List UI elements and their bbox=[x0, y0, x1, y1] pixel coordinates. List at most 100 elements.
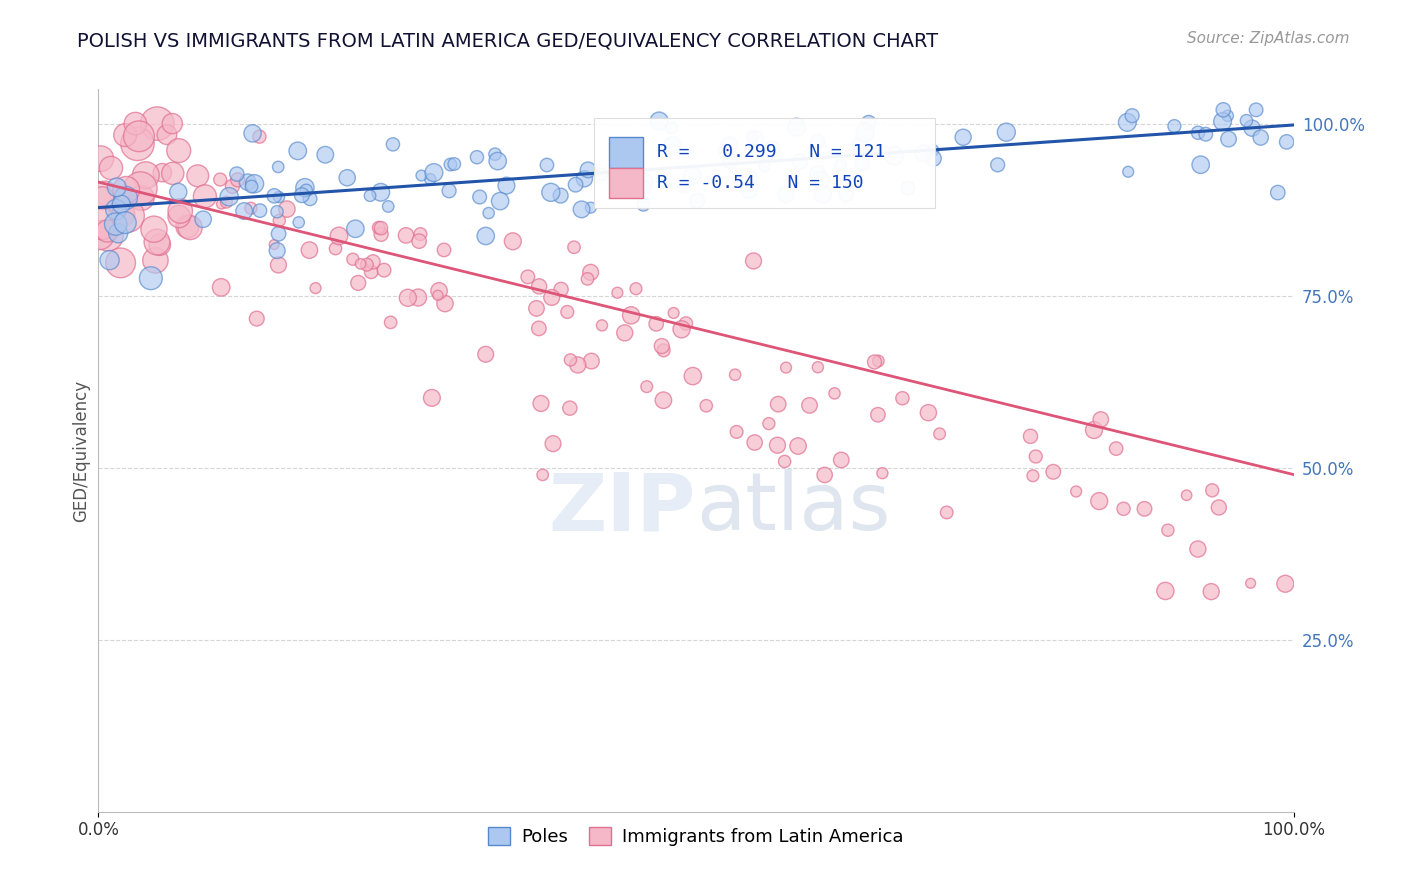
Point bbox=[437, 184, 460, 198]
Point bbox=[266, 204, 288, 219]
Point bbox=[361, 255, 384, 269]
Point bbox=[240, 179, 263, 194]
Point bbox=[90, 152, 112, 166]
Point bbox=[191, 212, 214, 227]
Point bbox=[527, 321, 550, 335]
Point bbox=[267, 258, 290, 272]
Point bbox=[613, 326, 636, 340]
Point bbox=[651, 339, 673, 353]
Point bbox=[367, 220, 389, 235]
Point bbox=[766, 438, 789, 452]
Point bbox=[474, 347, 496, 361]
Point bbox=[849, 145, 872, 160]
Point bbox=[194, 189, 217, 203]
Point bbox=[246, 311, 269, 326]
Point bbox=[1112, 501, 1135, 516]
Point bbox=[167, 144, 190, 158]
Point bbox=[349, 257, 371, 271]
Point bbox=[912, 146, 935, 161]
Point bbox=[1199, 584, 1222, 599]
Point bbox=[298, 243, 321, 257]
Point bbox=[1187, 126, 1209, 140]
Point bbox=[1187, 542, 1209, 557]
Point bbox=[922, 143, 945, 157]
Point bbox=[233, 204, 256, 219]
Point bbox=[661, 120, 683, 135]
Point bbox=[142, 222, 165, 236]
Point bbox=[211, 197, 233, 211]
Point bbox=[115, 183, 138, 197]
Point bbox=[267, 190, 290, 204]
Point bbox=[579, 265, 602, 279]
Point bbox=[681, 169, 703, 183]
Point bbox=[91, 191, 114, 205]
Point bbox=[935, 505, 957, 519]
Point bbox=[1090, 412, 1112, 426]
Point bbox=[758, 417, 780, 431]
Point bbox=[239, 201, 262, 215]
Point bbox=[838, 174, 860, 188]
Point bbox=[917, 406, 939, 420]
Point bbox=[486, 154, 509, 169]
Point bbox=[263, 237, 285, 252]
Point bbox=[1201, 483, 1223, 498]
Point bbox=[835, 187, 858, 202]
Point bbox=[555, 305, 578, 319]
Point bbox=[187, 169, 209, 183]
Point bbox=[648, 114, 671, 128]
Point bbox=[1042, 465, 1064, 479]
Point bbox=[287, 215, 309, 229]
Point bbox=[761, 142, 783, 156]
Point bbox=[299, 192, 322, 206]
Point bbox=[127, 136, 149, 151]
Point bbox=[1133, 501, 1156, 516]
Point bbox=[344, 221, 367, 235]
Point bbox=[209, 280, 232, 294]
Point bbox=[579, 201, 602, 215]
Point bbox=[218, 190, 240, 204]
Point bbox=[897, 181, 920, 195]
Point bbox=[591, 167, 613, 181]
Point bbox=[671, 322, 693, 336]
Point bbox=[866, 408, 889, 422]
Point bbox=[169, 204, 191, 219]
Point bbox=[786, 120, 808, 134]
Point bbox=[1025, 450, 1047, 464]
Point bbox=[744, 435, 766, 450]
Text: POLISH VS IMMIGRANTS FROM LATIN AMERICA GED/EQUIVALENCY CORRELATION CHART: POLISH VS IMMIGRANTS FROM LATIN AMERICA … bbox=[77, 31, 938, 50]
Point bbox=[754, 160, 776, 174]
Point bbox=[105, 180, 128, 194]
Point bbox=[370, 221, 392, 235]
Point bbox=[408, 234, 430, 248]
Point bbox=[550, 188, 572, 202]
Point bbox=[742, 254, 765, 268]
Point bbox=[110, 256, 132, 270]
Point bbox=[295, 183, 318, 197]
Point bbox=[672, 180, 695, 194]
Point bbox=[853, 126, 876, 140]
Point bbox=[1244, 103, 1267, 117]
Point bbox=[139, 271, 162, 285]
FancyBboxPatch shape bbox=[595, 118, 935, 209]
Point bbox=[97, 228, 120, 243]
Point bbox=[810, 173, 832, 187]
Point bbox=[811, 187, 834, 202]
Point bbox=[1267, 186, 1289, 200]
Point bbox=[1022, 468, 1045, 483]
Point bbox=[1218, 132, 1240, 146]
Point bbox=[291, 188, 314, 202]
Point bbox=[135, 168, 157, 182]
Point bbox=[484, 147, 506, 161]
Text: atlas: atlas bbox=[696, 469, 890, 548]
Point bbox=[1163, 119, 1185, 133]
Point bbox=[129, 181, 152, 195]
Point bbox=[502, 234, 524, 248]
Point bbox=[714, 145, 737, 159]
Point bbox=[606, 285, 628, 300]
Point bbox=[314, 147, 336, 161]
Point bbox=[830, 158, 852, 172]
Point bbox=[634, 180, 657, 194]
Point bbox=[550, 282, 572, 296]
Point bbox=[128, 129, 150, 144]
Point bbox=[883, 148, 905, 162]
